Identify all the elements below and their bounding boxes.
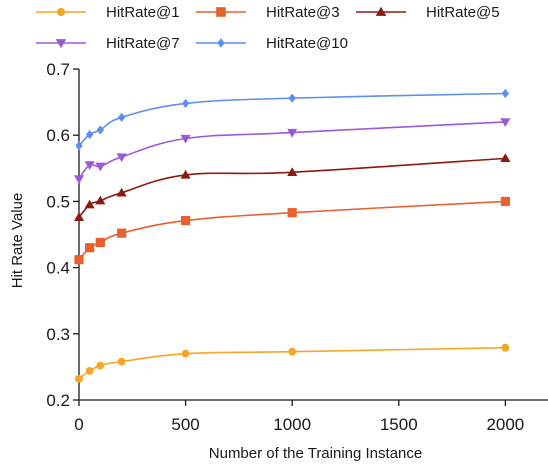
series-hitrate-at-3 [74, 196, 510, 265]
data-point [85, 129, 94, 140]
data-point [116, 153, 127, 163]
legend-marker [216, 7, 226, 17]
data-point [116, 187, 127, 197]
series-hitrate-at-10 [75, 88, 510, 151]
legend-label: HitRate@7 [106, 35, 180, 52]
x-axis-title: Number of the Training Instance [209, 445, 422, 462]
data-point [501, 88, 510, 99]
data-point [181, 349, 190, 358]
data-point [287, 167, 298, 176]
data-point [180, 134, 191, 144]
data-point [73, 212, 85, 221]
legend-marker [56, 7, 66, 17]
legend-item: HitRate@5 [356, 4, 500, 21]
series-hitrate-at-5 [73, 153, 511, 221]
data-point [75, 141, 83, 151]
y-axis-title: Hit Rate Value [9, 193, 26, 289]
data-point [180, 215, 191, 226]
data-point [500, 196, 510, 206]
legend-marker [217, 38, 225, 48]
data-point [85, 366, 94, 375]
x-tick-label: 2000 [486, 415, 524, 434]
data-point [85, 243, 95, 253]
data-point [288, 93, 296, 103]
y-tick-label: 0.4 [46, 259, 70, 278]
axes: 0.2 0.3 0.4 0.5 0.6 0.7 0 500 1000 1500 2000 [46, 60, 548, 434]
data-point [287, 208, 297, 218]
data-point [117, 112, 126, 122]
data-point [117, 228, 127, 238]
legend-marker [375, 6, 387, 16]
data-point [501, 343, 510, 352]
data-point [288, 347, 297, 356]
legend-label: HitRate@3 [266, 4, 340, 21]
x-tick-label: 1000 [273, 415, 311, 434]
legend-marker [55, 39, 67, 49]
y-tick-label: 0.7 [46, 60, 70, 79]
legend-label: HitRate@1 [106, 4, 180, 21]
legend-item: HitRate@10 [196, 35, 348, 52]
y-tick-label: 0.2 [46, 391, 70, 410]
data-point [73, 175, 85, 184]
data-point [84, 199, 95, 209]
data-point [180, 169, 191, 179]
series-hitrate-at-1 [75, 343, 510, 383]
data-point [500, 153, 511, 163]
series-hitrate-at-7 [73, 118, 511, 184]
legend: HitRate@1 HitRate@3 HitRate@5 HitRate@7 HitR… [36, 4, 500, 52]
data-point [75, 374, 83, 383]
data-point [500, 118, 511, 128]
legend-item: HitRate@7 [36, 35, 180, 52]
data-point [181, 98, 190, 109]
legend-item: HitRate@1 [36, 4, 180, 21]
data-point [95, 195, 106, 205]
x-tick-label: 0 [74, 415, 83, 434]
data-point [95, 162, 106, 172]
y-tick-label: 0.6 [46, 126, 70, 145]
data-point [74, 255, 84, 265]
legend-label: HitRate@10 [266, 35, 348, 52]
series-layer [73, 88, 511, 383]
y-tick-label: 0.3 [46, 325, 70, 344]
data-point [95, 237, 105, 248]
data-point [117, 357, 126, 366]
x-tick-label: 500 [171, 415, 199, 434]
legend-label: HitRate@5 [426, 4, 500, 21]
data-point [96, 361, 105, 370]
legend-item: HitRate@3 [196, 4, 340, 21]
y-tick-label: 0.5 [46, 192, 70, 211]
data-point [96, 125, 104, 135]
data-point [84, 161, 95, 171]
data-point [287, 128, 298, 138]
x-tick-label: 1500 [380, 415, 418, 434]
